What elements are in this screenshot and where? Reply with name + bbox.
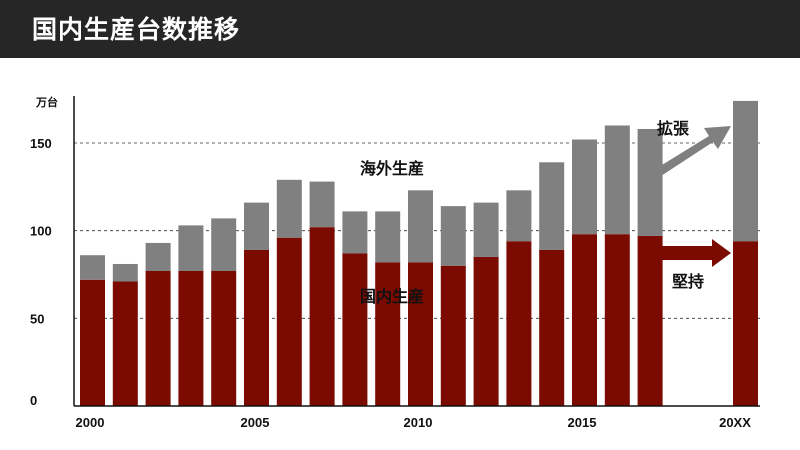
bar-overseas <box>112 263 138 282</box>
x-tick-labels: 2000 2005 2010 2015 20XX <box>76 415 752 430</box>
bar-domestic <box>637 235 663 406</box>
maintain-arrow <box>657 239 731 267</box>
bar-domestic <box>244 249 269 406</box>
bar-domestic <box>473 256 499 406</box>
bar-domestic <box>375 262 401 406</box>
expand-label: 拡張 <box>657 119 690 138</box>
bar-domestic <box>80 279 105 406</box>
bar-domestic <box>342 253 368 406</box>
arrows <box>657 126 731 267</box>
bar-overseas <box>733 100 758 242</box>
bar-domestic <box>112 281 138 406</box>
bar-domestic <box>506 241 532 406</box>
bar-domestic <box>408 262 433 406</box>
bar-domestic <box>178 270 204 406</box>
y-axis-unit-label: 万台 <box>35 95 58 109</box>
bar-domestic <box>572 234 597 406</box>
bar-overseas <box>244 202 269 250</box>
y-tick-label: 50 <box>30 311 44 326</box>
bar-overseas <box>80 255 105 280</box>
bar-overseas <box>211 218 237 271</box>
bar-domestic <box>539 249 565 406</box>
bar-overseas <box>572 139 597 235</box>
domestic-production-label: 国内生産 <box>360 287 424 306</box>
bar-overseas <box>408 190 433 263</box>
x-tick-label: 2005 <box>241 415 270 430</box>
bar-overseas <box>473 202 499 257</box>
x-tick-label: 20XX <box>719 415 751 430</box>
bar-domestic <box>440 265 466 406</box>
page-title: 国内生産台数推移 <box>32 15 241 44</box>
bar-overseas <box>637 128 663 236</box>
expand-arrow <box>657 126 731 176</box>
x-tick-label: 2000 <box>76 415 105 430</box>
maintain-label: 堅持 <box>672 272 704 291</box>
bar-overseas <box>375 211 401 263</box>
bar-overseas <box>309 181 335 228</box>
y-tick-label: 0 <box>30 393 37 408</box>
y-tick-label: 100 <box>30 224 52 239</box>
x-tick-label: 2010 <box>404 415 433 430</box>
bar-overseas <box>276 179 302 238</box>
bar-overseas <box>440 206 466 266</box>
bar-domestic <box>276 237 302 406</box>
bar-domestic <box>604 234 630 406</box>
title-bar: 国内生産台数推移 <box>0 0 800 58</box>
bar-domestic <box>309 227 335 406</box>
bar-overseas <box>342 211 368 254</box>
bar-overseas <box>604 125 630 235</box>
bar-overseas <box>539 162 565 250</box>
bar-overseas <box>506 190 532 242</box>
bar-overseas <box>145 242 171 271</box>
y-tick-labels: 0 50 100 150 <box>30 136 52 408</box>
bar-overseas <box>178 225 204 271</box>
bar-domestic <box>211 270 237 406</box>
overseas-production-label: 海外生産 <box>360 159 424 178</box>
bar-domestic <box>145 270 171 406</box>
y-tick-label: 150 <box>30 136 52 151</box>
bars <box>80 100 758 406</box>
bar-domestic <box>733 241 758 406</box>
x-tick-label: 2015 <box>568 415 597 430</box>
